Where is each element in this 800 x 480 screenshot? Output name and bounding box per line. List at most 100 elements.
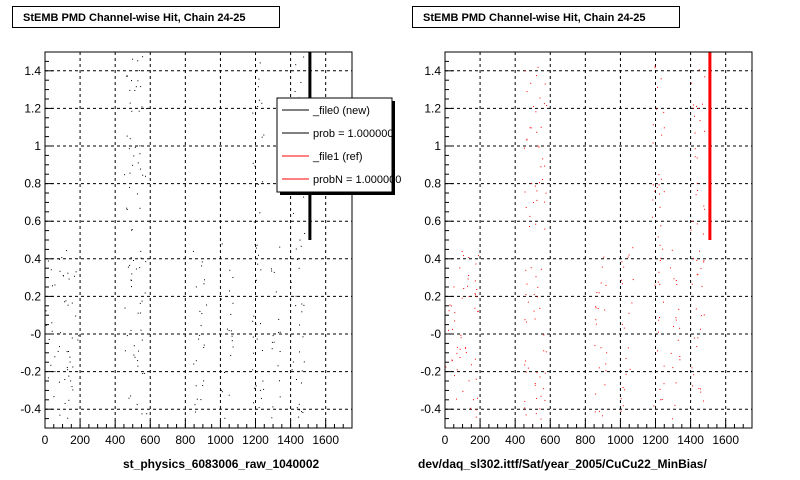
- data-point: [538, 146, 540, 148]
- data-point: [47, 377, 49, 379]
- data-point: [696, 157, 698, 159]
- data-point: [139, 312, 141, 314]
- data-point: [468, 275, 470, 276]
- data-point: [45, 310, 47, 312]
- data-point: [303, 304, 305, 306]
- data-point: [253, 402, 254, 404]
- data-point: [475, 378, 477, 380]
- data-point: [293, 212, 295, 214]
- data-point: [126, 75, 128, 77]
- data-point: [254, 137, 256, 139]
- data-point: [477, 397, 478, 399]
- data-point: [530, 127, 532, 129]
- data-point: [256, 183, 258, 185]
- data-point: [195, 286, 197, 288]
- data-point: [271, 348, 273, 350]
- data-point: [698, 69, 700, 71]
- data-point: [260, 323, 261, 325]
- data-point: [546, 105, 548, 107]
- data-point: [271, 417, 273, 419]
- data-point: [694, 115, 695, 117]
- data-point: [700, 268, 702, 270]
- data-point: [279, 380, 280, 382]
- legend-entry: _file0 (new): [312, 105, 370, 117]
- data-point: [660, 178, 662, 180]
- data-point: [524, 319, 526, 321]
- data-point: [140, 257, 142, 259]
- data-point: [279, 396, 281, 398]
- data-point: [252, 336, 254, 338]
- data-point: [203, 283, 205, 285]
- data-point: [540, 126, 542, 128]
- data-point: [127, 266, 129, 268]
- data-point: [228, 394, 230, 396]
- data-point: [659, 283, 661, 285]
- data-point: [702, 233, 704, 235]
- data-point: [600, 347, 602, 349]
- data-point: [295, 305, 297, 307]
- data-point: [301, 370, 303, 372]
- data-point: [474, 307, 476, 309]
- data-point: [271, 270, 273, 272]
- data-point: [596, 292, 598, 293]
- data-point: [693, 337, 695, 339]
- data-point: [299, 409, 300, 411]
- data-point: [703, 260, 705, 262]
- data-point: [220, 298, 222, 300]
- x-tick-label: 0: [42, 433, 49, 447]
- data-point: [534, 185, 536, 187]
- data-point: [141, 413, 143, 415]
- data-point: [679, 356, 681, 357]
- data-point: [134, 146, 136, 148]
- data-point: [144, 372, 146, 374]
- data-point: [69, 356, 71, 358]
- data-point: [258, 78, 260, 80]
- data-point: [256, 338, 258, 340]
- data-point: [229, 269, 231, 271]
- data-point: [703, 261, 705, 263]
- data-point: [594, 411, 596, 413]
- data-point: [620, 398, 622, 400]
- data-point: [133, 260, 134, 261]
- data-point: [133, 155, 135, 157]
- data-point: [124, 350, 126, 352]
- data-point: [545, 192, 547, 194]
- y-tick-label: 0.2: [424, 289, 441, 303]
- data-point: [290, 281, 292, 283]
- data-point: [456, 398, 457, 400]
- data-point: [696, 274, 698, 276]
- data-point: [255, 279, 257, 281]
- data-point: [671, 418, 673, 420]
- data-point: [129, 187, 131, 188]
- data-point: [258, 407, 260, 409]
- data-point: [474, 358, 476, 360]
- data-point: [544, 372, 546, 374]
- y-tick-label: -0: [430, 327, 441, 341]
- data-point: [476, 289, 478, 290]
- data-point: [663, 383, 665, 385]
- data-point: [71, 337, 73, 339]
- data-point: [697, 273, 699, 275]
- data-point: [256, 69, 258, 71]
- x-tick-label: 400: [105, 433, 125, 447]
- data-point: [448, 329, 449, 331]
- data-point: [75, 315, 77, 317]
- data-point: [702, 103, 703, 105]
- data-point: [64, 403, 66, 404]
- data-point: [300, 82, 302, 83]
- data-point: [704, 76, 706, 78]
- data-point: [295, 64, 297, 66]
- data-point: [262, 380, 264, 382]
- data-point: [653, 405, 655, 407]
- data-point: [524, 70, 526, 72]
- data-point: [597, 308, 599, 309]
- data-point: [128, 397, 130, 399]
- data-point: [536, 296, 538, 298]
- data-point: [675, 382, 677, 384]
- data-point: [693, 374, 695, 376]
- data-point: [675, 280, 677, 281]
- data-point: [524, 400, 526, 402]
- data-point: [57, 333, 59, 335]
- data-point: [146, 413, 148, 415]
- data-point: [704, 208, 706, 210]
